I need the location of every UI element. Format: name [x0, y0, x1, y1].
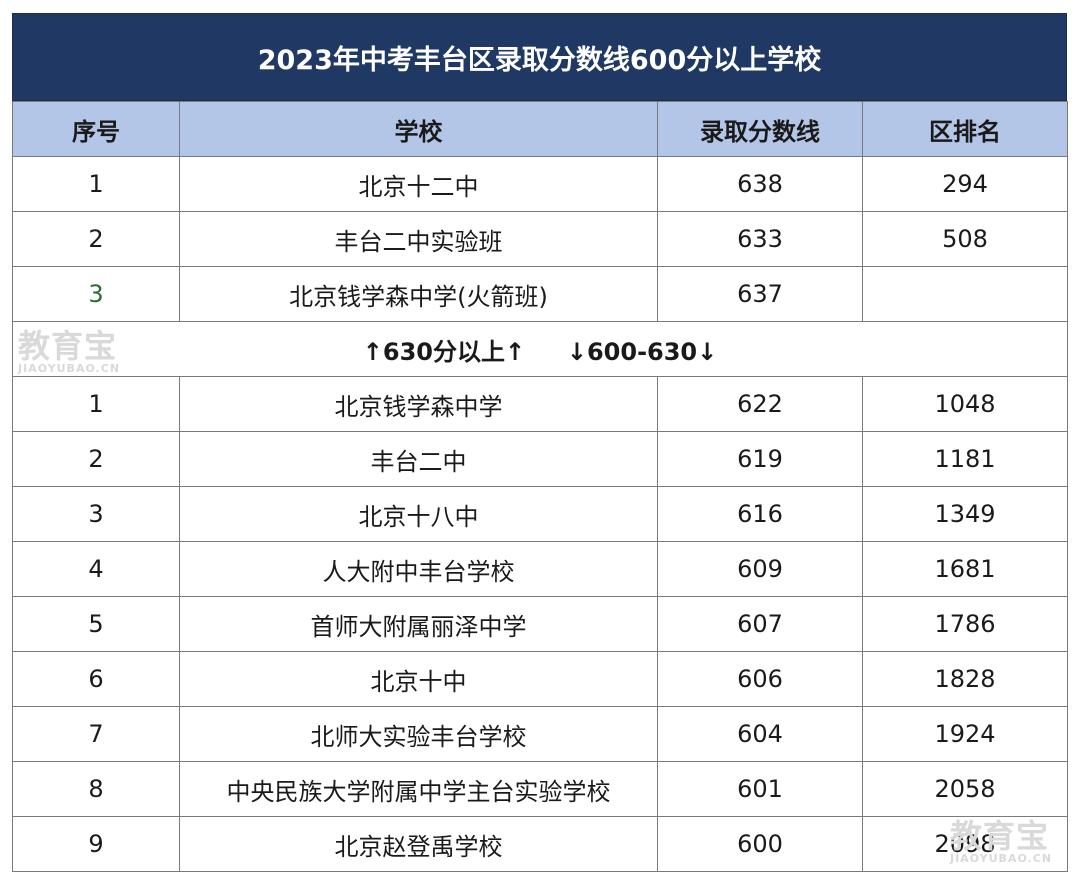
cell-rank: 1828 — [862, 651, 1068, 707]
cell-rank: 1924 — [862, 706, 1068, 762]
cell-score: 600 — [657, 816, 863, 872]
cell-school: 中央民族大学附属中学主台实验学校 — [179, 761, 658, 817]
cell-rank: 508 — [862, 211, 1068, 267]
cell-score: 637 — [657, 266, 863, 322]
table-row: 4 人大附中丰台学校 609 1681 — [12, 541, 1068, 597]
cell-rank: 1681 — [862, 541, 1068, 597]
header-score: 录取分数线 — [657, 101, 863, 157]
table-row: 7 北师大实验丰台学校 604 1924 — [12, 706, 1068, 762]
cell-seq: 2 — [12, 431, 180, 487]
cell-rank: 1181 — [862, 431, 1068, 487]
table-row: 1 北京十二中 638 294 — [12, 156, 1068, 212]
table-row: 2 丰台二中 619 1181 — [12, 431, 1068, 487]
cell-seq: 3 — [12, 266, 180, 322]
cell-school: 丰台二中实验班 — [179, 211, 658, 267]
cell-seq: 8 — [12, 761, 180, 817]
table-row: 3 北京钱学森中学(火箭班) 637 — [12, 266, 1068, 322]
cell-rank: 2058 — [862, 761, 1068, 817]
table-row: 6 北京十中 606 1828 — [12, 651, 1068, 707]
cell-school: 丰台二中 — [179, 431, 658, 487]
header-rank: 区排名 — [862, 101, 1068, 157]
cell-seq: 1 — [12, 376, 180, 432]
cell-score: 619 — [657, 431, 863, 487]
cell-score: 622 — [657, 376, 863, 432]
cell-rank: 2098 — [862, 816, 1068, 872]
table-row: 5 首师大附属丽泽中学 607 1786 — [12, 596, 1068, 652]
table-title: 2023年中考丰台区录取分数线600分以上学校 — [12, 13, 1067, 101]
score-sheet: 2023年中考丰台区录取分数线600分以上学校 序号 学校 录取分数线 区排名 … — [12, 13, 1068, 872]
cell-seq: 1 — [12, 156, 180, 212]
header-seq: 序号 — [12, 101, 180, 157]
table-row: 9 北京赵登禹学校 600 2098 — [12, 816, 1068, 872]
cell-score: 633 — [657, 211, 863, 267]
cell-seq: 4 — [12, 541, 180, 597]
cell-score: 638 — [657, 156, 863, 212]
table-row: 2 丰台二中实验班 633 508 — [12, 211, 1068, 267]
header-row: 序号 学校 录取分数线 区排名 — [12, 101, 1068, 157]
cell-rank: 1048 — [862, 376, 1068, 432]
cell-seq: 7 — [12, 706, 180, 762]
cell-school: 北京十八中 — [179, 486, 658, 542]
cell-school: 北师大实验丰台学校 — [179, 706, 658, 762]
score-table: 序号 学校 录取分数线 区排名 1 北京十二中 638 294 2 丰台二中实验… — [12, 101, 1068, 872]
table-row: 3 北京十八中 616 1349 — [12, 486, 1068, 542]
cell-score: 604 — [657, 706, 863, 762]
cell-school: 北京十二中 — [179, 156, 658, 212]
cell-rank — [862, 266, 1068, 322]
cell-school: 北京十中 — [179, 651, 658, 707]
cell-school: 北京钱学森中学 — [179, 376, 658, 432]
cell-score: 609 — [657, 541, 863, 597]
cell-seq: 2 — [12, 211, 180, 267]
cell-score: 601 — [657, 761, 863, 817]
cell-seq: 3 — [12, 486, 180, 542]
cell-score: 607 — [657, 596, 863, 652]
cell-score: 616 — [657, 486, 863, 542]
cell-rank: 294 — [862, 156, 1068, 212]
cell-school: 人大附中丰台学校 — [179, 541, 658, 597]
table-row: 8 中央民族大学附属中学主台实验学校 601 2058 — [12, 761, 1068, 817]
divider-text: ↑630分以上↑ ↓600-630↓ — [12, 321, 1068, 377]
cell-school: 首师大附属丽泽中学 — [179, 596, 658, 652]
cell-seq: 5 — [12, 596, 180, 652]
cell-rank: 1349 — [862, 486, 1068, 542]
cell-seq: 6 — [12, 651, 180, 707]
cell-score: 606 — [657, 651, 863, 707]
table-row: 1 北京钱学森中学 622 1048 — [12, 376, 1068, 432]
cell-seq: 9 — [12, 816, 180, 872]
divider-row: ↑630分以上↑ ↓600-630↓ — [12, 321, 1068, 377]
cell-school: 北京赵登禹学校 — [179, 816, 658, 872]
cell-school: 北京钱学森中学(火箭班) — [179, 266, 658, 322]
header-school: 学校 — [179, 101, 658, 157]
cell-rank: 1786 — [862, 596, 1068, 652]
